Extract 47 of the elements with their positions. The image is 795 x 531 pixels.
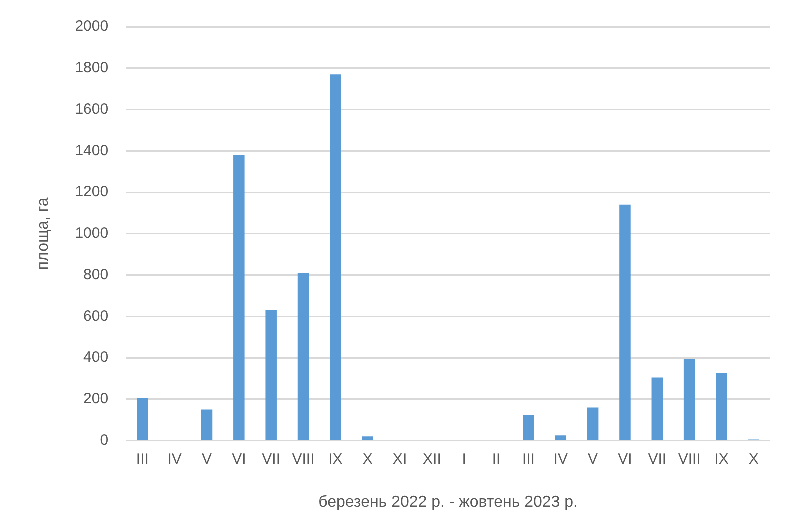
y-tick-label: 2000 [75,18,109,36]
bar [298,273,310,440]
x-tick-label: XII [423,450,442,468]
x-tick-label: X [748,450,759,468]
bar [523,414,534,440]
y-tick-label: 1600 [75,100,109,118]
x-axis-title: березень 2022 р. - жовтень 2023 р. [318,494,578,511]
bar [684,359,696,440]
x-tick-label: IX [328,450,343,468]
y-tick-label: 200 [84,390,109,408]
y-tick-label: 1200 [75,184,109,201]
bar [716,374,728,440]
y-tick-label: 1400 [75,142,109,160]
y-tick-label: 400 [84,349,109,366]
x-tick-label: III [522,450,535,468]
bar [330,74,342,440]
y-tick-label: 600 [84,308,109,325]
x-tick-label: II [492,450,501,468]
y-tick-label: 1000 [75,225,109,242]
x-tick-label: IV [168,450,182,468]
x-tick-label: VIII [292,450,315,468]
y-tick-label: 1800 [75,60,109,77]
x-tick-label: VI [232,450,246,468]
y-axis-title: площа, га [35,198,52,270]
x-tick-label: V [202,450,212,468]
bar [201,410,213,440]
x-tick-label: VI [618,450,632,468]
x-tick-label: VII [262,450,281,468]
x-tick-label: VIII [678,450,701,468]
bar [652,378,664,440]
x-tick-label: XI [392,450,408,468]
x-tick-label: I [462,450,466,468]
bar [555,436,567,440]
x-tick-label: VII [648,450,667,468]
x-tick-label: IV [554,450,568,468]
y-tick-label: 0 [100,432,109,449]
x-tick-label: V [588,450,598,468]
bar [137,398,148,440]
bar [266,310,277,440]
bar [620,204,631,440]
x-tick-label: X [362,450,373,468]
y-tick-label: 800 [84,266,109,284]
bar [587,408,599,440]
bar [234,155,245,440]
x-tick-label: III [136,450,149,468]
bar [362,436,374,440]
x-tick-label: IX [714,450,729,468]
